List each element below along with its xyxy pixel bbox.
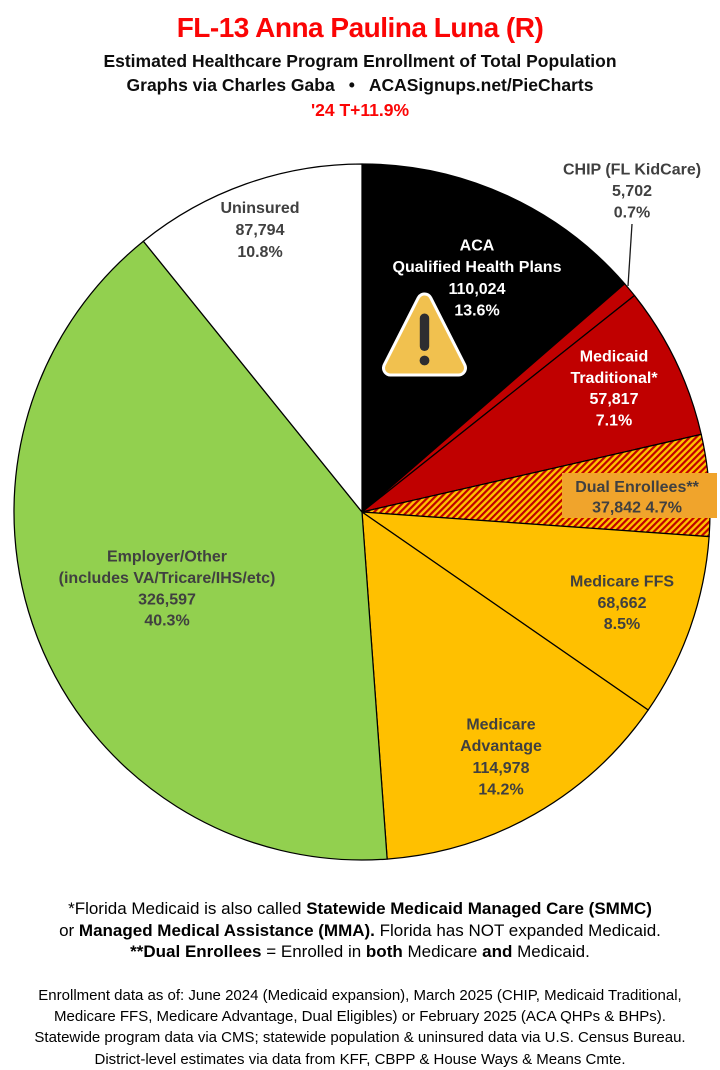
footnote-line: or Managed Medical Assistance (MMA). Flo…: [59, 920, 661, 940]
chip-leader-line: [627, 223, 633, 287]
trend-label: '24 T+11.9%: [310, 100, 410, 120]
footnote-line: Medicare FFS, Medicare Advantage, Dual E…: [54, 1008, 666, 1026]
slice-label-medicare-ffs: Medicare FFS 68,662 8.5%: [570, 574, 674, 634]
pie-slice-medicare-ffs: [361, 511, 710, 711]
pie-slice-uninsured: [142, 163, 363, 513]
chart-subtitle: Estimated Healthcare Program Enrollment …: [103, 51, 617, 71]
slice-label-uninsured: Uninsured 87,794 10.8%: [220, 200, 299, 261]
footnote-line: Statewide program data via CMS; statewid…: [34, 1029, 686, 1047]
footnote-line: *Florida Medicaid is also called Statewi…: [68, 899, 652, 918]
pie-slice-employer-other: [13, 240, 388, 861]
slice-label-employer-other: Employer/Other (includes VA/Tricare/IHS/e…: [59, 549, 276, 630]
credit-site: ACASignups.net/PieCharts: [368, 75, 594, 95]
pie-slice-medicare-advantage: [361, 511, 649, 860]
pie-slice-medicaid-traditional: [361, 294, 702, 513]
slice-label-medicaid-traditional: Medicaid Traditional* 57,817 7.1%: [570, 349, 658, 430]
bullet-separator: •: [348, 75, 355, 95]
slice-label-chip: CHIP (FL KidCare) 5,702 0.7%: [563, 162, 701, 222]
slice-label-medicare-advantage: Medicare Advantage 114,978 14.2%: [460, 717, 542, 799]
footnote-line: District-level estimates via data from K…: [94, 1050, 626, 1068]
source-footnote: Enrollment data as of: June 2024 (Medica…: [0, 985, 720, 1070]
page-title: FL-13 Anna Paulina Luna (R): [176, 12, 544, 43]
credit-author: Graphs via Charles Gaba: [126, 75, 335, 95]
footnote-line: **Dual Enrollees = Enrolled in both Medi…: [130, 942, 590, 962]
dual-label-box: [562, 473, 717, 518]
medicaid-footnote: *Florida Medicaid is also called Statewi…: [0, 898, 720, 963]
credit-line: Graphs via Charles Gaba • ACASignups.net/P…: [0, 74, 720, 96]
pie-slice-aca-qhp: [361, 163, 626, 513]
pie-labels: ACA Qualified Health Plans 110,024 13.6%CHI…: [59, 162, 717, 799]
slice-label-aca-qhp: ACA Qualified Health Plans 110,024 13.6%: [393, 238, 562, 320]
warning-triangle-icon: [382, 292, 467, 377]
footnote-line: Enrollment data as of: June 2024 (Medica…: [38, 987, 682, 1004]
slice-label-dual-enrollees: Dual Enrollees** 37,842 4.7%: [575, 479, 699, 517]
